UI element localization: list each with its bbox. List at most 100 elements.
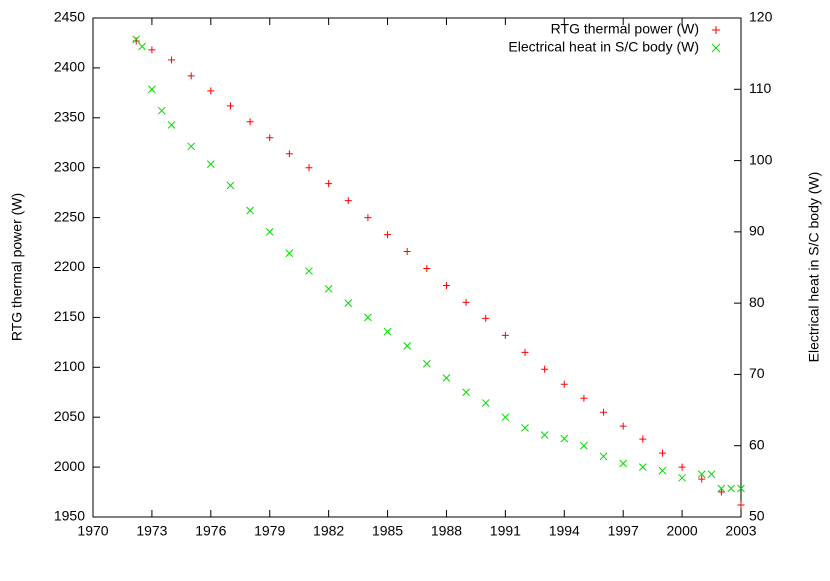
y-tick-label: 2450 — [54, 9, 85, 25]
y-tick-label: 1950 — [54, 508, 85, 524]
y2-axis-label: Electrical heat in S/C body (W) — [806, 172, 822, 363]
data-point — [384, 231, 392, 239]
data-point — [540, 431, 549, 439]
data-point — [600, 408, 608, 416]
plot-border — [92, 17, 742, 518]
data-point — [599, 452, 608, 461]
data-point — [226, 102, 234, 110]
legend-label: Electrical heat in S/C body (W) — [508, 39, 699, 55]
data-point — [737, 484, 745, 493]
data-point — [737, 501, 745, 509]
data-point — [727, 484, 736, 493]
data-point — [383, 327, 392, 336]
data-point — [442, 374, 451, 382]
data-point — [246, 118, 254, 126]
y-tick-label: 2050 — [54, 408, 85, 424]
data-point — [521, 424, 529, 432]
y-tick-label: 2350 — [54, 109, 85, 125]
data-point — [187, 72, 195, 80]
x-tick-label: 1979 — [254, 523, 285, 539]
data-point — [619, 459, 628, 468]
data-point — [697, 470, 706, 479]
data-point — [285, 249, 294, 258]
y2-tick-label: 80 — [749, 294, 765, 310]
data-point — [148, 85, 156, 94]
data-point — [138, 42, 146, 51]
y-tick-label: 2400 — [54, 59, 85, 75]
data-point — [167, 121, 176, 129]
data-point — [324, 285, 333, 293]
data-point — [265, 228, 274, 236]
x-tick-label: 1997 — [608, 523, 639, 539]
data-point — [638, 463, 647, 471]
data-point — [157, 106, 166, 115]
data-point — [501, 413, 510, 422]
data-point — [207, 87, 215, 95]
data-point — [639, 435, 647, 443]
data-point — [462, 388, 470, 397]
data-point — [423, 264, 431, 272]
y-tick-label: 2200 — [54, 258, 85, 274]
data-point — [422, 359, 431, 368]
y-tick-label: 2250 — [54, 208, 85, 224]
data-point — [344, 299, 353, 307]
x-tick-label: 1988 — [431, 523, 462, 539]
y-tick-label: 2000 — [54, 458, 85, 474]
x-tick-label: 1970 — [77, 523, 108, 539]
data-point — [364, 214, 372, 222]
data-point — [580, 441, 588, 450]
y2-tick-label: 110 — [749, 80, 772, 96]
data-point — [501, 331, 509, 339]
data-point — [698, 475, 706, 483]
data-point — [717, 488, 725, 496]
data-point — [168, 56, 176, 64]
y-axis-label: RTG thermal power (W) — [9, 193, 25, 341]
data-point — [580, 394, 588, 402]
legend-marker — [711, 43, 721, 53]
data-point — [717, 484, 726, 493]
x-tick-label: 1991 — [490, 523, 521, 539]
data-point — [403, 248, 411, 256]
data-point — [266, 134, 274, 142]
data-point — [482, 314, 490, 322]
data-point — [462, 298, 470, 306]
data-point — [678, 463, 686, 471]
y-tick-label: 2300 — [54, 158, 85, 174]
data-point — [560, 380, 568, 388]
data-point — [344, 197, 352, 205]
x-tick-label: 1982 — [313, 523, 344, 539]
data-point — [364, 313, 372, 322]
x-tick-label: 2000 — [667, 523, 698, 539]
y2-tick-label: 60 — [749, 436, 765, 452]
x-tick-label: 1994 — [549, 523, 580, 539]
data-point — [707, 470, 716, 479]
legend-label: RTG thermal power (W) — [551, 21, 699, 37]
legend-marker — [712, 26, 720, 34]
x-tick-label: 1973 — [136, 523, 167, 539]
y2-tick-label: 100 — [749, 151, 773, 167]
data-point — [305, 164, 313, 172]
data-point — [560, 434, 569, 443]
data-point — [187, 142, 196, 151]
data-point — [678, 473, 686, 482]
data-point — [206, 160, 215, 168]
data-point — [521, 348, 529, 356]
data-point — [658, 449, 666, 457]
data-point — [442, 281, 450, 289]
data-point — [148, 46, 156, 54]
data-point — [481, 399, 490, 407]
y-tick-label: 2100 — [54, 358, 85, 374]
data-point — [285, 150, 293, 158]
y-tick-label: 2150 — [54, 308, 85, 324]
data-point — [619, 422, 627, 430]
data-point — [132, 35, 141, 44]
x-tick-label: 1985 — [372, 523, 403, 539]
data-point — [325, 180, 333, 188]
data-point — [132, 37, 140, 45]
data-point — [541, 365, 549, 373]
x-tick-label: 1976 — [195, 523, 226, 539]
data-point — [246, 206, 254, 215]
y2-tick-label: 90 — [749, 223, 765, 239]
